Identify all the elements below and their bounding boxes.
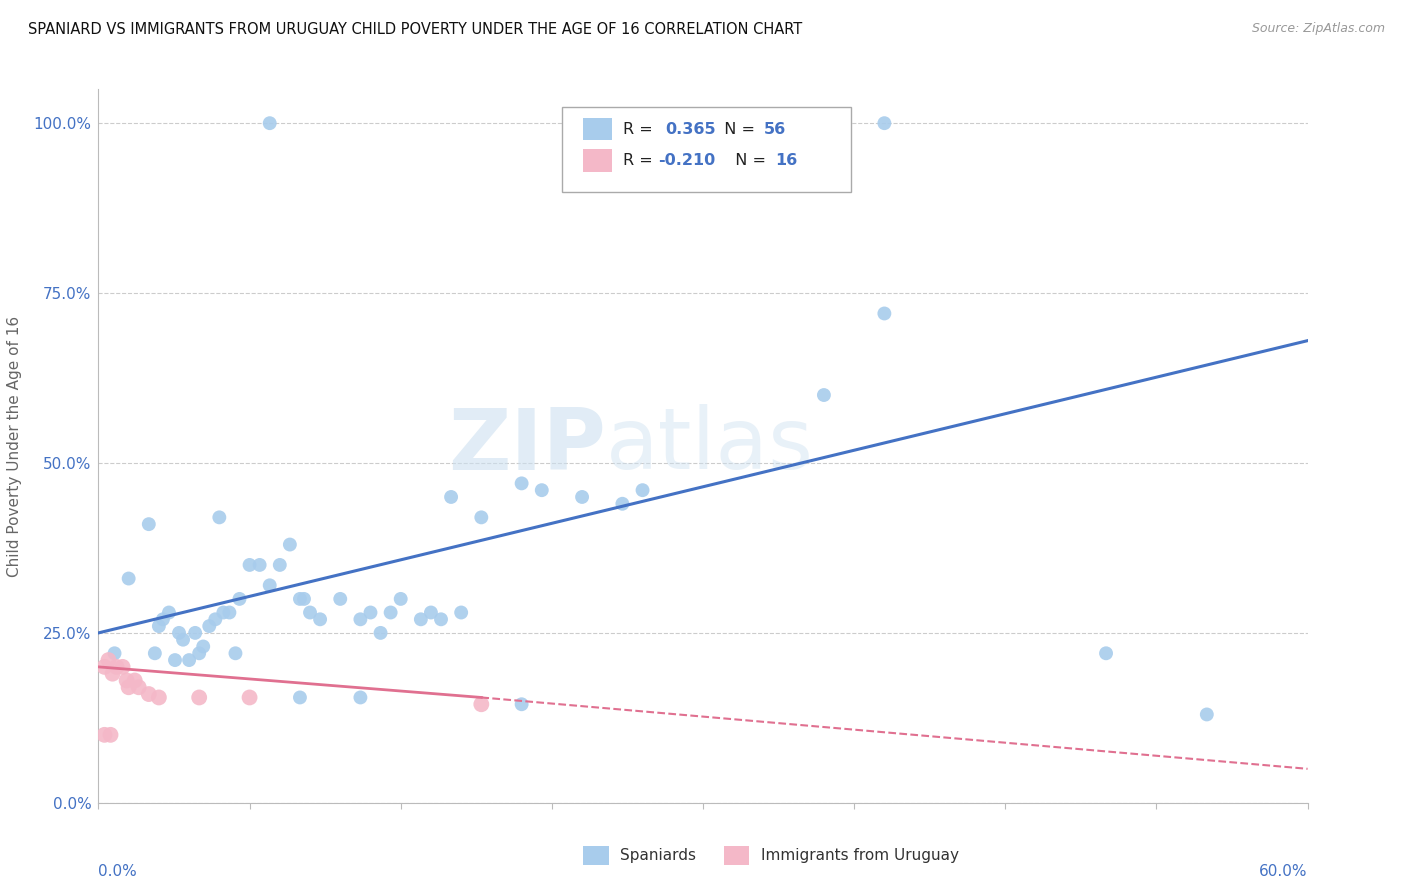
Point — [430, 612, 453, 626]
Point — [1195, 707, 1218, 722]
Point — [370, 626, 392, 640]
Point — [157, 606, 180, 620]
Point — [530, 483, 553, 498]
Point — [510, 698, 533, 712]
Point — [105, 660, 128, 674]
Point — [128, 680, 150, 694]
Point — [259, 116, 281, 130]
Point — [228, 591, 250, 606]
Point — [419, 606, 441, 620]
Point — [163, 653, 186, 667]
Point — [470, 510, 492, 524]
Point — [380, 606, 402, 620]
Text: Immigrants from Uruguay: Immigrants from Uruguay — [761, 848, 959, 863]
Point — [138, 687, 160, 701]
Point — [152, 612, 174, 626]
Point — [188, 690, 211, 705]
Text: atlas: atlas — [606, 404, 814, 488]
Point — [188, 646, 211, 660]
Point — [249, 558, 271, 572]
Point — [93, 728, 115, 742]
Point — [148, 619, 170, 633]
Point — [179, 653, 201, 667]
Point — [360, 606, 382, 620]
Point — [278, 537, 301, 551]
Point — [138, 517, 160, 532]
Point — [440, 490, 463, 504]
Text: R =: R = — [623, 122, 662, 136]
Point — [204, 612, 226, 626]
Text: 0.365: 0.365 — [665, 122, 716, 136]
Point — [167, 626, 190, 640]
Point — [143, 646, 166, 660]
Point — [873, 306, 896, 320]
Point — [184, 626, 207, 640]
Text: 60.0%: 60.0% — [1260, 864, 1308, 879]
Point — [259, 578, 281, 592]
Point — [873, 116, 896, 130]
Point — [118, 680, 141, 694]
Point — [239, 558, 262, 572]
Point — [309, 612, 332, 626]
Point — [148, 690, 170, 705]
Point — [239, 690, 262, 705]
Text: 0.0%: 0.0% — [98, 864, 138, 879]
Text: 16: 16 — [775, 153, 797, 168]
Text: ZIP: ZIP — [449, 404, 606, 488]
Text: N =: N = — [725, 153, 772, 168]
Point — [470, 698, 492, 712]
Point — [101, 666, 124, 681]
Point — [124, 673, 146, 688]
Text: Spaniards: Spaniards — [620, 848, 696, 863]
Text: 56: 56 — [763, 122, 786, 136]
Point — [198, 619, 221, 633]
Point — [329, 591, 352, 606]
Point — [288, 591, 311, 606]
Point — [450, 606, 472, 620]
Point — [93, 660, 115, 674]
Point — [389, 591, 412, 606]
Point — [1095, 646, 1118, 660]
Point — [100, 728, 122, 742]
Point — [103, 646, 125, 660]
Point — [118, 572, 141, 586]
Point — [510, 476, 533, 491]
Point — [349, 690, 371, 705]
Point — [612, 497, 634, 511]
Point — [269, 558, 291, 572]
Point — [172, 632, 194, 647]
Y-axis label: Child Poverty Under the Age of 16: Child Poverty Under the Age of 16 — [7, 316, 22, 576]
Point — [631, 483, 654, 498]
Text: SPANIARD VS IMMIGRANTS FROM URUGUAY CHILD POVERTY UNDER THE AGE OF 16 CORRELATIO: SPANIARD VS IMMIGRANTS FROM URUGUAY CHIL… — [28, 22, 803, 37]
Point — [97, 653, 120, 667]
Text: Source: ZipAtlas.com: Source: ZipAtlas.com — [1251, 22, 1385, 36]
Point — [292, 591, 315, 606]
Point — [111, 660, 134, 674]
Point — [571, 490, 593, 504]
Point — [115, 673, 138, 688]
Point — [409, 612, 432, 626]
Point — [224, 646, 246, 660]
Point — [218, 606, 240, 620]
Point — [193, 640, 215, 654]
Point — [288, 690, 311, 705]
Point — [208, 510, 231, 524]
Text: N =: N = — [714, 122, 761, 136]
Point — [813, 388, 835, 402]
Point — [299, 606, 322, 620]
Point — [349, 612, 371, 626]
Text: R =: R = — [623, 153, 658, 168]
Text: -0.210: -0.210 — [658, 153, 716, 168]
Point — [212, 606, 235, 620]
